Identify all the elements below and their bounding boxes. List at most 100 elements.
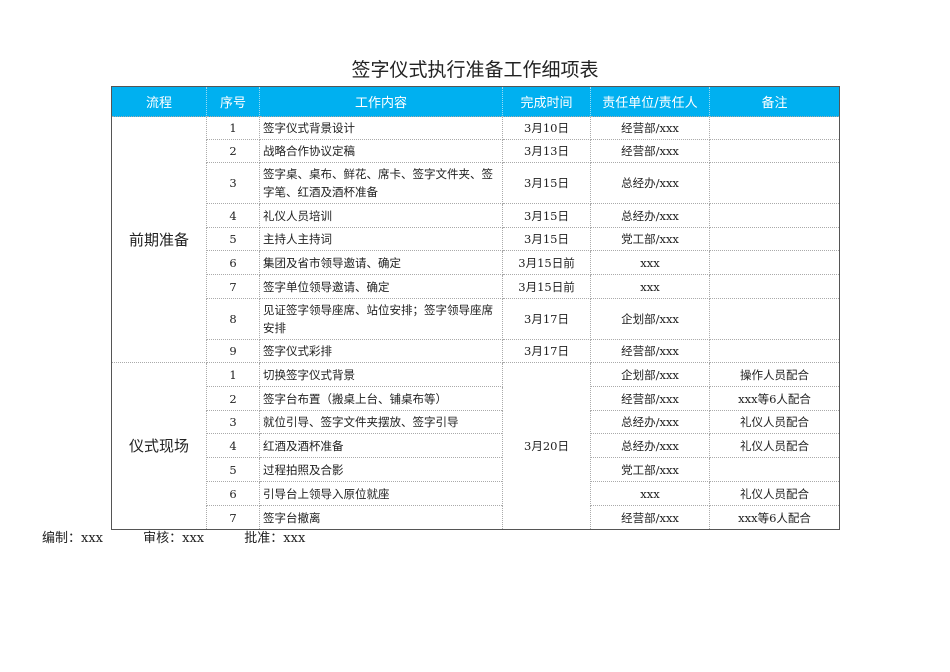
table-row: 5 过程拍照及合影 党工部/xxx: [112, 457, 840, 482]
table-cell: [709, 162, 840, 204]
table-cell: xxx: [590, 274, 710, 299]
table-cell: 3: [206, 162, 260, 204]
table-cell: 过程拍照及合影: [259, 457, 503, 482]
table-cell: 经营部/xxx: [590, 505, 710, 530]
table-cell: 企划部/xxx: [590, 362, 710, 387]
table-cell: 总经办/xxx: [590, 433, 710, 458]
table-cell: 3月17日: [502, 339, 591, 363]
table-row: 6 集团及省市领导邀请、确定 3月15日前 xxx: [112, 250, 840, 275]
table-cell: 3月17日: [502, 298, 591, 340]
table-cell: 签字单位领导邀请、确定: [259, 274, 503, 299]
table-cell: 经营部/xxx: [590, 386, 710, 411]
table-cell: 2: [206, 386, 260, 411]
table-cell: xxx等6人配合: [709, 505, 840, 530]
table-row: 7 签字单位领导邀请、确定 3月15日前 xxx: [112, 274, 840, 299]
table-cell: 党工部/xxx: [590, 227, 710, 251]
table-cell: 3月15日: [502, 203, 591, 228]
table-cell: [709, 250, 840, 275]
table-cell: 经营部/xxx: [590, 139, 710, 163]
table-cell: 5: [206, 457, 260, 482]
table-cell: xxx: [590, 250, 710, 275]
table-header-row: 流程 序号 工作内容 完成时间 责任单位/责任人 备注: [111, 86, 840, 117]
table-row: 4 红酒及酒杯准备 总经办/xxx 礼仪人员配合: [112, 433, 840, 458]
table-cell: 企划部/xxx: [590, 298, 710, 340]
table-cell: 引导台上领导入原位就座: [259, 481, 503, 506]
table-cell: 3月10日: [502, 116, 591, 140]
table-cell: 7: [206, 274, 260, 299]
table-cell: 签字台布置（搬桌上台、铺桌布等）: [259, 386, 503, 411]
table-cell: 3月15日: [502, 162, 591, 204]
table-cell: 总经办/xxx: [590, 162, 710, 204]
editor-label: 编制：xxx: [42, 531, 103, 546]
table-row: 8 见证签字领导座席、站位安排；签字领导座席安排 3月17日 企划部/xxx: [112, 298, 840, 340]
table-cell: 4: [206, 433, 260, 458]
table-cell: 3月13日: [502, 139, 591, 163]
table-cell: 6: [206, 481, 260, 506]
table-cell: [709, 139, 840, 163]
table-cell: 经营部/xxx: [590, 116, 710, 140]
column-header: 流程: [111, 86, 207, 117]
reviewer-label: 审核：xxx: [143, 531, 205, 546]
table-cell: [709, 298, 840, 340]
table-cell: 见证签字领导座席、站位安排；签字领导座席安排: [259, 298, 503, 340]
table-row: 前期准备 1 签字仪式背景设计 3月10日 经营部/xxx: [111, 116, 840, 363]
table-cell: [709, 339, 840, 363]
signoff-footer: 编制：xxx 审核：xxx 批准：xxx: [42, 527, 341, 546]
table-cell: 1: [206, 362, 260, 387]
table-cell: 红酒及酒杯准备: [259, 433, 503, 458]
table-cell: 切换签字仪式背景: [259, 362, 503, 387]
table-cell: xxx: [590, 481, 710, 506]
table-cell: 总经办/xxx: [590, 410, 710, 434]
table-cell: xxx等6人配合: [709, 386, 840, 411]
table-cell: 党工部/xxx: [590, 457, 710, 482]
table-row: 3 就位引导、签字文件夹摆放、签字引导 总经办/xxx 礼仪人员配合: [112, 410, 840, 434]
table-cell: 3月15日前: [502, 274, 591, 299]
table-cell: 礼仪人员配合: [709, 433, 840, 458]
table-cell: 3月15日前: [502, 250, 591, 275]
table-cell: 签字桌、桌布、鲜花、席卡、签字文件夹、签字笔、红酒及酒杯准备: [259, 162, 503, 204]
table-cell: [709, 457, 840, 482]
table-cell: 礼仪人员配合: [709, 481, 840, 506]
approver-label: 批准：xxx: [244, 531, 306, 546]
table-cell: [709, 274, 840, 299]
table-cell: 5: [206, 227, 260, 251]
table-cell: 战略合作协议定稿: [259, 139, 503, 163]
table-row: 5 主持人主持词 3月15日 党工部/xxx: [112, 227, 840, 251]
column-header: 序号: [206, 86, 260, 117]
column-header: 工作内容: [259, 86, 503, 117]
stage-cell: 前期准备: [111, 116, 207, 363]
table-cell: 礼仪人员配合: [709, 410, 840, 434]
table-cell: [709, 227, 840, 251]
table-row: 6 引导台上领导入原位就座 xxx 礼仪人员配合: [112, 481, 840, 506]
table-row: 2 战略合作协议定稿 3月13日 经营部/xxx: [112, 139, 840, 163]
table-cell: 签字台撤离: [259, 505, 503, 530]
table-cell: 6: [206, 250, 260, 275]
table-cell: 操作人员配合: [709, 362, 840, 387]
table-row: 3 签字桌、桌布、鲜花、席卡、签字文件夹、签字笔、红酒及酒杯准备 3月15日 总经办/…: [112, 162, 840, 204]
table-cell: 经营部/xxx: [590, 339, 710, 363]
column-header: 完成时间: [502, 86, 591, 117]
table-cell: 8: [206, 298, 260, 340]
table-row: 2 签字台布置（搬桌上台、铺桌布等） 经营部/xxx xxx等6人配合: [112, 386, 840, 411]
table-cell: 9: [206, 339, 260, 363]
table-row: 仪式现场 1 切换签字仪式背景 3月20日 企划部/xxx 操作人员配合: [111, 362, 840, 530]
table-cell: [709, 116, 840, 140]
stage-cell: 仪式现场: [111, 362, 207, 530]
table-cell: 礼仪人员培训: [259, 203, 503, 228]
table-cell: 集团及省市领导邀请、确定: [259, 250, 503, 275]
table-cell: 3月20日: [502, 362, 591, 530]
table-cell: 1: [206, 116, 260, 140]
table-cell: 2: [206, 139, 260, 163]
table-cell: 主持人主持词: [259, 227, 503, 251]
table-cell: 总经办/xxx: [590, 203, 710, 228]
table-cell: [709, 203, 840, 228]
table-cell: 签字仪式彩排: [259, 339, 503, 363]
table-cell: 3月15日: [502, 227, 591, 251]
table-cell: 4: [206, 203, 260, 228]
table-row: 4 礼仪人员培训 3月15日 总经办/xxx: [112, 203, 840, 228]
document-title: 签字仪式执行准备工作细项表: [351, 59, 599, 81]
column-header: 备注: [709, 86, 840, 117]
table-row: 7 签字台撤离 经营部/xxx xxx等6人配合: [112, 505, 840, 530]
table-row: 9 签字仪式彩排 3月17日 经营部/xxx: [112, 339, 840, 363]
table-cell: 7: [206, 505, 260, 530]
